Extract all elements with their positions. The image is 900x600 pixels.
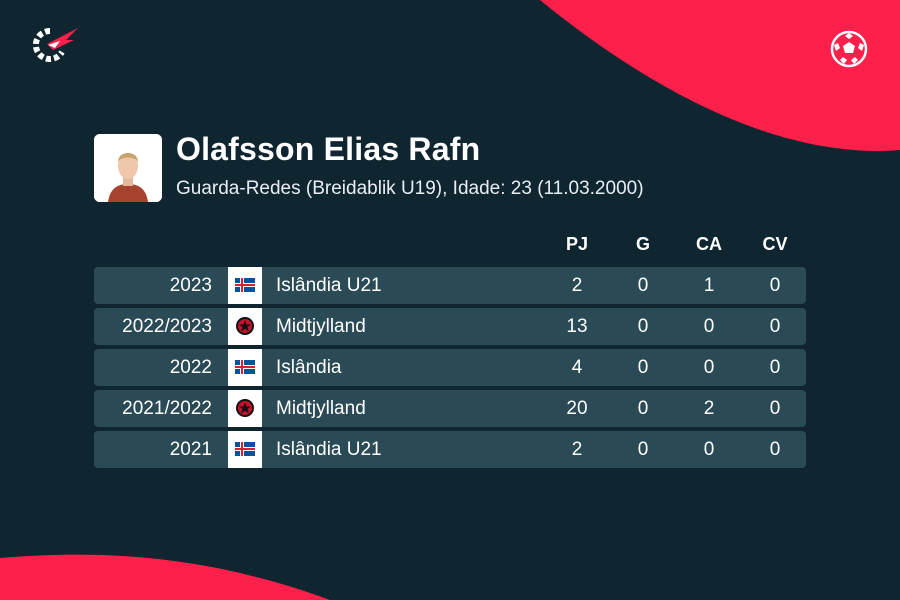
pj-cell: 20 [566,398,588,419]
player-photo-icon [94,134,162,202]
pj-cell: 2 [571,275,583,296]
header-g: G [635,234,650,254]
g-cell: 0 [637,316,649,337]
season-cell: 2021 [169,439,212,460]
season-cell: 2022 [169,357,212,378]
iceland-flag-icon [228,267,262,304]
midtjylland-crest-icon [228,390,262,427]
cv-cell: 0 [769,398,781,419]
cv-cell: 0 [769,316,781,337]
ca-cell: 0 [703,316,715,337]
ca-cell: 2 [703,398,715,419]
iceland-flag-icon [228,349,262,386]
table-row: 2021/2022 Midtjylland 20 0 2 0 [94,390,806,427]
season-cell: 2021/2022 [122,398,212,419]
team-cell: Midtjylland [276,398,366,419]
g-cell: 0 [637,398,649,419]
ca-cell: 0 [703,439,715,460]
table-row: 2021 Islândia U21 2 0 0 0 [94,431,806,468]
pj-cell: 13 [566,316,588,337]
iceland-flag-icon [228,431,262,468]
cv-cell: 0 [769,439,781,460]
team-cell: Islândia U21 [276,275,382,296]
table-row: 2023 Islândia U21 2 0 1 0 [94,267,806,304]
g-cell: 0 [637,439,649,460]
g-cell: 0 [637,357,649,378]
flashscore-logo-icon [32,27,78,62]
season-cell: 2023 [169,275,212,296]
cv-cell: 0 [769,275,781,296]
team-cell: Islândia U21 [276,439,382,460]
season-cell: 2022/2023 [122,316,212,337]
g-cell: 0 [637,275,649,296]
header-pj: PJ [565,234,589,254]
header-ca: CA [696,234,722,254]
table-row: 2022/2023 Midtjylland 13 0 0 0 [94,308,806,345]
pj-cell: 2 [571,439,583,460]
ca-cell: 1 [703,275,715,296]
player-avatar [94,134,162,202]
stats-header-row: PJ G CA CV [94,234,806,258]
cv-cell: 0 [769,357,781,378]
football-icon [830,30,868,68]
player-name: Olafsson Elias Rafn [176,131,481,167]
player-info: Guarda-Redes (Breidablik U19), Idade: 23… [176,178,644,199]
team-cell: Midtjylland [276,316,366,337]
team-cell: Islândia [276,357,342,378]
pj-cell: 4 [571,357,583,378]
ca-cell: 0 [703,357,715,378]
header-cv: CV [762,234,788,254]
midtjylland-crest-icon [228,308,262,345]
table-row: 2022 Islândia 4 0 0 0 [94,349,806,386]
